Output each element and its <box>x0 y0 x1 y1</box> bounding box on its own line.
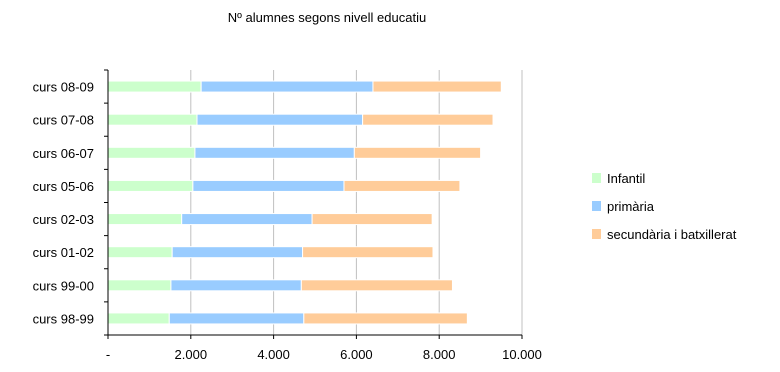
bar-segment <box>107 80 202 93</box>
bar-segment <box>181 213 313 226</box>
legend-label: primària <box>607 199 655 214</box>
bar-segment <box>196 113 364 126</box>
bar-segment <box>311 213 433 226</box>
bar-segment <box>194 146 355 159</box>
bar-segment <box>192 179 345 192</box>
bar-segment <box>302 246 434 259</box>
category-label: curs 02-03 <box>33 212 94 227</box>
gridlines <box>190 70 523 335</box>
bar-segment <box>107 213 183 226</box>
legend: Infantil primària secundària i batxillerat <box>592 171 737 242</box>
bar-segment <box>107 113 198 126</box>
bar-segment <box>362 113 494 126</box>
axes: curs 08-09 curs 07-08 curs 06-07 curs 05-06… <box>33 69 542 362</box>
x-tick-label: 6.000 <box>340 347 373 362</box>
bar-segment <box>107 279 172 292</box>
category-label: curs 07-08 <box>33 113 94 128</box>
bar-segment <box>107 179 194 192</box>
bar-segment <box>353 146 482 159</box>
category-label: curs 06-07 <box>33 146 94 161</box>
legend-label: secundària i batxillerat <box>607 227 737 242</box>
bar-segment <box>107 312 170 325</box>
category-label: curs 99-00 <box>33 278 94 293</box>
x-tick-label: 4.000 <box>257 347 290 362</box>
x-tick-label: - <box>106 347 110 362</box>
category-label: curs 01-02 <box>33 245 94 260</box>
category-label: curs 05-06 <box>33 179 94 194</box>
legend-swatch <box>592 201 601 211</box>
bar-segment <box>171 246 304 259</box>
legend-swatch <box>592 173 601 183</box>
bar-segment <box>300 279 453 292</box>
bar-segment <box>170 279 302 292</box>
bar-segment <box>107 246 173 259</box>
legend-label: Infantil <box>607 171 645 186</box>
chart-title: Nº alumnes segons nivell educatiu <box>228 10 426 25</box>
x-tick-label: 8.000 <box>423 347 456 362</box>
bar-segment <box>303 312 468 325</box>
category-label: curs 08-09 <box>33 80 94 95</box>
bars <box>107 80 502 325</box>
bar-segment <box>343 179 461 192</box>
x-tick-label: 10.000 <box>502 347 542 362</box>
legend-swatch <box>592 229 601 239</box>
bar-segment <box>168 312 305 325</box>
bar-segment <box>200 80 374 93</box>
category-label: curs 98-99 <box>33 311 94 326</box>
bar-segment <box>372 80 502 93</box>
bar-segment <box>107 146 196 159</box>
x-tick-label: 2.000 <box>175 347 208 362</box>
